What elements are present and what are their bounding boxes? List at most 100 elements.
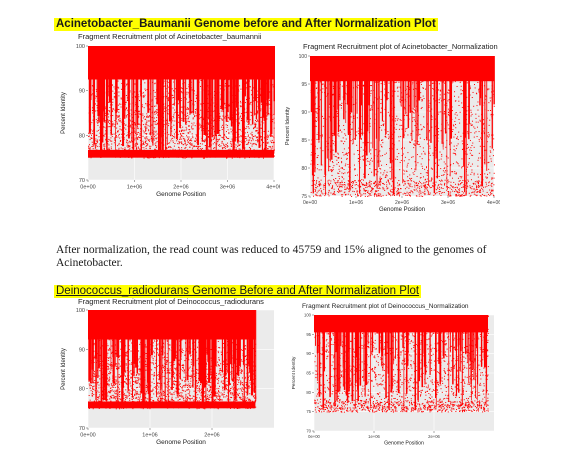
point [208, 132, 210, 134]
point [168, 123, 170, 125]
point [179, 122, 181, 124]
point-streak [417, 56, 418, 113]
point [138, 123, 140, 125]
point [357, 84, 359, 86]
point [381, 145, 383, 147]
point [432, 152, 434, 154]
point [157, 111, 159, 113]
point [387, 97, 389, 99]
point [418, 186, 420, 188]
point [416, 195, 418, 197]
point [485, 75, 487, 77]
point [378, 193, 380, 195]
point [362, 179, 364, 181]
point [110, 129, 112, 131]
point [148, 120, 150, 122]
point [327, 94, 329, 96]
point [261, 75, 263, 77]
point [242, 136, 244, 138]
point [118, 114, 120, 116]
point [392, 130, 394, 132]
point [260, 127, 262, 129]
point [358, 117, 360, 119]
point [447, 113, 449, 115]
point [421, 81, 423, 83]
point [362, 74, 364, 76]
point [351, 195, 353, 197]
point [198, 68, 200, 70]
point [191, 60, 193, 62]
point [229, 80, 231, 82]
point [244, 132, 246, 134]
point [408, 118, 410, 120]
point [406, 93, 408, 95]
point [136, 132, 138, 134]
point [217, 139, 219, 141]
point [148, 157, 150, 159]
point [270, 128, 272, 130]
point [370, 157, 372, 159]
point [226, 126, 228, 128]
point [476, 186, 478, 188]
point [351, 111, 353, 113]
point [222, 98, 224, 100]
point [337, 56, 339, 58]
point [172, 148, 174, 150]
point [186, 123, 188, 125]
point [379, 150, 381, 152]
point [399, 60, 401, 62]
point [411, 168, 413, 170]
point [486, 191, 488, 193]
point [223, 103, 225, 105]
point-streak [251, 46, 254, 125]
point [342, 96, 344, 98]
point [386, 184, 388, 186]
point [158, 147, 160, 149]
point [252, 87, 254, 89]
point [122, 118, 124, 120]
point [150, 92, 152, 94]
point [140, 144, 142, 146]
point [174, 91, 176, 93]
point [486, 176, 488, 178]
point [335, 177, 337, 179]
point [273, 149, 275, 151]
point [269, 134, 271, 136]
point [203, 85, 205, 87]
point [131, 140, 133, 142]
point [198, 128, 200, 130]
point [237, 88, 239, 90]
point [96, 149, 98, 151]
point [316, 157, 318, 159]
point [457, 184, 459, 186]
point [114, 144, 116, 146]
point [341, 161, 343, 163]
point [437, 175, 439, 177]
point-streak [326, 56, 328, 159]
point [249, 86, 251, 88]
point [163, 80, 165, 82]
point [129, 147, 131, 149]
point [160, 114, 162, 116]
point [472, 91, 474, 93]
point [359, 137, 361, 139]
point [334, 155, 336, 157]
point [349, 184, 351, 186]
point [392, 148, 394, 150]
point [218, 144, 220, 146]
point [157, 108, 159, 110]
point [133, 144, 135, 146]
point [455, 195, 457, 197]
point [419, 177, 421, 179]
point [483, 149, 485, 151]
point-streak [210, 46, 212, 153]
point [230, 60, 232, 62]
point [137, 94, 139, 96]
point [477, 184, 479, 186]
point [166, 131, 168, 133]
point [415, 185, 417, 187]
point [324, 187, 326, 189]
point [194, 116, 196, 118]
point [172, 77, 174, 79]
point [139, 136, 141, 138]
